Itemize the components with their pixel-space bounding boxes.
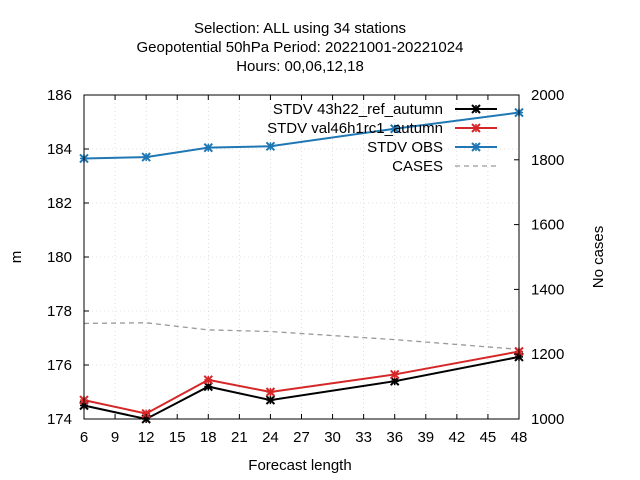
y2-tick-label: 2000 <box>531 87 564 104</box>
data-point-1-3 <box>265 387 276 397</box>
y2-tick-label: 1600 <box>531 217 564 234</box>
x-tick-label: 45 <box>480 429 497 446</box>
x-tick-label: 9 <box>111 429 119 446</box>
x-tick-label: 15 <box>169 429 186 446</box>
legend: STDV 43h22_ref_autumn STDV val46h1rc1_aut… <box>267 101 497 175</box>
data-point-0-3 <box>265 395 276 405</box>
y2-tick-label: 1800 <box>531 152 564 169</box>
legend-label: STDV 43h22_ref_autumn <box>273 101 443 118</box>
legend-marker <box>471 142 481 152</box>
series-line-1 <box>83 350 520 415</box>
data-point-2-2 <box>203 142 213 153</box>
series-line-3 <box>83 322 520 350</box>
data-point-1-2 <box>203 375 213 385</box>
legend-marker <box>471 123 481 133</box>
x-tick-label: 33 <box>355 429 372 446</box>
y2-axis-label: No cases <box>590 226 607 289</box>
x-tick-label: 36 <box>386 429 403 446</box>
data-point-0-4 <box>390 376 400 386</box>
y2-tick-label: 1400 <box>531 281 564 298</box>
y-axis-label: m <box>8 251 25 264</box>
data-point-2-4 <box>390 124 400 134</box>
y-tick-label: 176 <box>47 357 72 374</box>
y-tick-label: 186 <box>47 87 72 104</box>
y2-tick-label: 1000 <box>531 411 564 428</box>
data-point-1-4 <box>390 369 400 380</box>
y-tick-label: 174 <box>47 411 72 428</box>
y-tick-label: 182 <box>47 195 72 212</box>
x-tick-label: 6 <box>80 429 88 446</box>
y-tick-label: 178 <box>47 303 72 320</box>
legend-label: CASES <box>392 158 443 175</box>
x-tick-label: 30 <box>324 429 341 446</box>
x-tick-label: 48 <box>511 429 528 446</box>
series-line-0 <box>83 355 520 421</box>
x-tick-label: 42 <box>449 429 466 446</box>
data-point-2-3 <box>265 141 276 152</box>
chart-title-line-3: Hours: 00,06,12,18 <box>236 58 364 75</box>
x-axis-label: Forecast length <box>248 457 351 474</box>
x-tick-label: 39 <box>417 429 434 446</box>
chart-title-line-2: Geopotential 50hPa Period: 20221001-2022… <box>137 39 464 56</box>
y-tick-label: 180 <box>47 249 72 266</box>
series-line-2 <box>83 111 520 160</box>
y-tick-label: 184 <box>47 141 72 158</box>
data-point-2-1 <box>141 152 151 162</box>
x-tick-label: 27 <box>293 429 310 446</box>
legend-marker <box>471 104 481 114</box>
legend-label: STDV val46h1rc1_autumn <box>267 120 443 137</box>
grid <box>84 95 519 419</box>
x-tick-label: 18 <box>200 429 217 446</box>
x-tick-label: 21 <box>231 429 248 446</box>
legend-label: STDV OBS <box>367 139 443 156</box>
ticks: 6 9 12 15 18 21 24 27 30 33 36 39 42 45 48 174 176 178 180… <box>47 87 564 446</box>
x-tick-label: 24 <box>262 429 279 446</box>
y2-tick-label: 1200 <box>531 346 564 363</box>
data-point-0-2 <box>203 381 213 392</box>
x-tick-label: 12 <box>138 429 155 446</box>
chart-title-line-1: Selection: ALL using 34 stations <box>194 20 406 37</box>
